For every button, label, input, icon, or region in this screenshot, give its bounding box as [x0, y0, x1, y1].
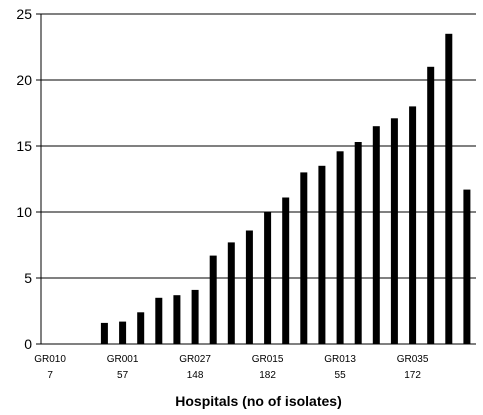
y-tick-label: 25: [16, 6, 32, 22]
x-category-label: GR013: [324, 354, 356, 365]
x-category-label: GR035: [397, 354, 429, 365]
x-category-isolates: 55: [335, 370, 347, 381]
bar: [427, 66, 435, 345]
bar: [409, 106, 417, 345]
x-category-isolates: 148: [187, 370, 204, 381]
x-category-label: GR027: [179, 354, 211, 365]
gridlines: [41, 13, 476, 279]
y-tick-label: 0: [24, 336, 32, 352]
bar: [173, 295, 181, 344]
bar: [445, 33, 453, 345]
bar: [318, 165, 326, 344]
bar: [282, 197, 290, 344]
x-category-label: GR010: [34, 354, 66, 365]
bar: [390, 118, 398, 344]
bar: [336, 151, 344, 344]
y-tick-label: 10: [16, 204, 32, 220]
y-axis-tick-labels: 0 5 10 15 20 25: [16, 6, 41, 352]
x-category-isolates: 57: [117, 370, 129, 381]
bar: [372, 126, 380, 344]
bar: [463, 189, 471, 344]
bar: [300, 172, 308, 344]
x-axis-category-labels: GR010 7 GR001 57 GR027 148 GR015 182 GR013 55 GR03…: [34, 354, 429, 381]
bar: [264, 212, 272, 344]
bar: [191, 289, 199, 344]
bar: [137, 312, 145, 344]
y-tick-label: 5: [24, 270, 32, 286]
x-category-isolates: 182: [259, 370, 276, 381]
y-tick-label: 20: [16, 72, 32, 88]
bar: [245, 230, 253, 344]
bar: [354, 142, 362, 344]
bar: [100, 322, 108, 344]
bar: [155, 297, 163, 344]
bar: [209, 255, 217, 344]
x-category-isolates: 172: [404, 370, 421, 381]
x-category-isolates: 7: [47, 370, 53, 381]
bar: [119, 321, 127, 344]
x-category-label: GR001: [107, 354, 139, 365]
bars: [100, 33, 471, 345]
x-axis-title: Hospitals (no of isolates): [175, 393, 341, 409]
x-category-label: GR015: [252, 354, 284, 365]
bar: [227, 242, 235, 344]
y-tick-label: 15: [16, 138, 32, 154]
